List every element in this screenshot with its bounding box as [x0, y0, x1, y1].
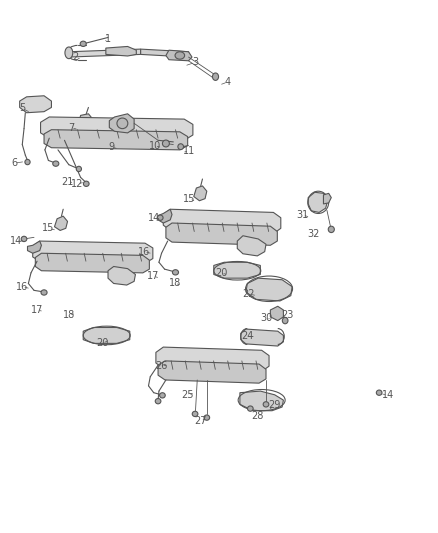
Ellipse shape [80, 41, 86, 46]
Polygon shape [323, 193, 331, 204]
Text: 6: 6 [11, 158, 18, 168]
Text: 20: 20 [96, 338, 109, 349]
Text: 14: 14 [10, 236, 22, 246]
Polygon shape [237, 236, 266, 256]
Ellipse shape [117, 118, 128, 128]
Ellipse shape [53, 161, 59, 166]
Text: 14: 14 [148, 213, 160, 223]
Text: 29: 29 [268, 400, 281, 410]
Text: 4: 4 [225, 77, 231, 87]
Text: 10: 10 [148, 141, 161, 151]
Text: 12: 12 [71, 179, 84, 189]
Text: 5: 5 [19, 103, 25, 114]
Polygon shape [166, 223, 277, 245]
Polygon shape [246, 278, 292, 301]
Polygon shape [240, 391, 283, 411]
Ellipse shape [204, 415, 210, 420]
Polygon shape [106, 46, 136, 56]
Polygon shape [194, 186, 207, 201]
Text: 9: 9 [108, 142, 114, 152]
Text: 7: 7 [68, 123, 74, 133]
Ellipse shape [65, 47, 73, 59]
Ellipse shape [212, 73, 219, 80]
Ellipse shape [21, 236, 27, 241]
Text: 15: 15 [42, 223, 55, 233]
Ellipse shape [159, 393, 165, 398]
Text: 18: 18 [63, 310, 75, 320]
Polygon shape [79, 114, 93, 126]
Ellipse shape [175, 52, 185, 59]
Polygon shape [158, 361, 266, 383]
Polygon shape [108, 266, 135, 285]
Ellipse shape [162, 140, 170, 147]
Text: 28: 28 [251, 411, 264, 421]
Polygon shape [308, 192, 328, 213]
Text: 27: 27 [194, 416, 207, 426]
Text: 15: 15 [183, 193, 196, 204]
Polygon shape [44, 130, 187, 150]
Text: 30: 30 [260, 313, 272, 324]
Polygon shape [83, 327, 130, 343]
Text: 31: 31 [297, 209, 309, 220]
Ellipse shape [192, 411, 198, 417]
Ellipse shape [155, 399, 161, 404]
Ellipse shape [76, 166, 81, 172]
Polygon shape [20, 96, 51, 113]
Text: 11: 11 [183, 146, 195, 156]
Ellipse shape [25, 159, 30, 165]
Polygon shape [54, 216, 67, 230]
Text: 16: 16 [16, 281, 28, 292]
Polygon shape [35, 253, 149, 273]
Text: 21: 21 [61, 176, 74, 187]
Ellipse shape [173, 270, 179, 275]
Text: 26: 26 [155, 361, 168, 371]
Polygon shape [270, 306, 283, 320]
Text: 3: 3 [192, 58, 198, 67]
Text: 23: 23 [282, 310, 294, 320]
Ellipse shape [328, 226, 334, 232]
Polygon shape [214, 262, 260, 278]
Polygon shape [141, 49, 188, 57]
Ellipse shape [263, 402, 269, 407]
Ellipse shape [178, 144, 184, 150]
Text: 32: 32 [307, 229, 320, 239]
Text: 18: 18 [169, 278, 181, 288]
Polygon shape [28, 241, 42, 253]
Polygon shape [41, 117, 193, 140]
Text: 1: 1 [105, 34, 111, 44]
Text: 17: 17 [31, 305, 43, 315]
Polygon shape [166, 50, 192, 61]
Polygon shape [69, 49, 141, 57]
Ellipse shape [247, 406, 253, 411]
Text: 16: 16 [138, 247, 150, 257]
Polygon shape [163, 209, 281, 233]
Text: 14: 14 [382, 390, 394, 400]
Ellipse shape [157, 215, 163, 220]
Polygon shape [156, 347, 269, 372]
Polygon shape [33, 241, 153, 263]
Polygon shape [110, 114, 134, 133]
Text: 25: 25 [181, 390, 194, 400]
Ellipse shape [41, 290, 47, 295]
Polygon shape [158, 209, 172, 223]
Ellipse shape [83, 181, 89, 187]
Text: 22: 22 [242, 289, 255, 299]
Ellipse shape [283, 317, 288, 324]
Text: 17: 17 [147, 271, 159, 281]
Polygon shape [241, 329, 283, 346]
Text: 20: 20 [215, 268, 227, 278]
Text: 24: 24 [241, 332, 254, 342]
Ellipse shape [376, 390, 382, 395]
Text: 2: 2 [72, 52, 78, 62]
